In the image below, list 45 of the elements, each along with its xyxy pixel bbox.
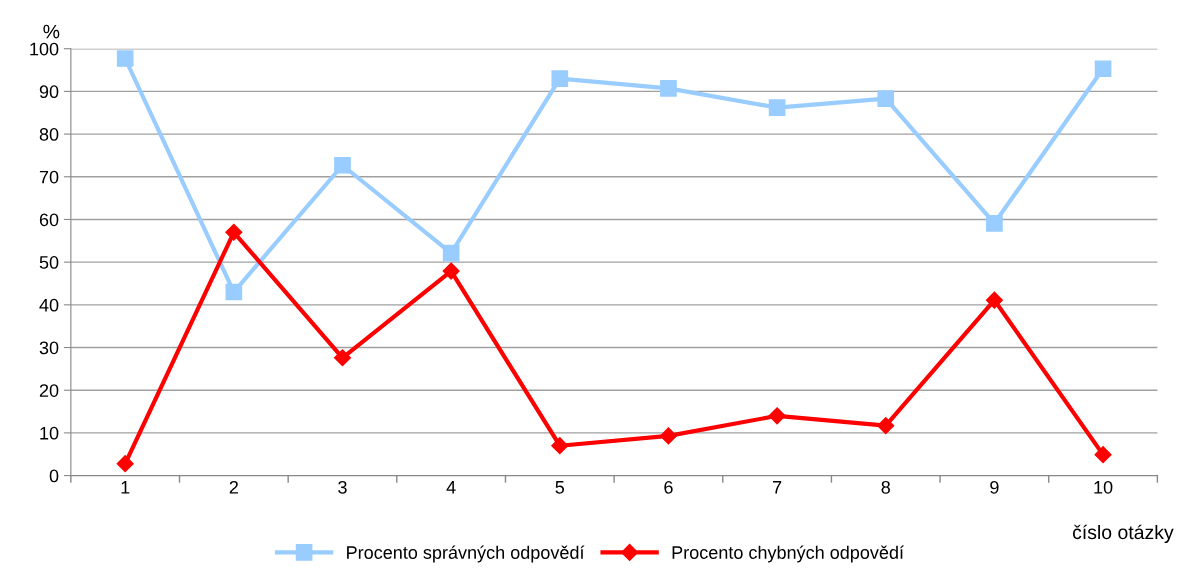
x-tick-label: 4: [446, 481, 456, 494]
y-tick-label: 0: [49, 469, 59, 483]
point: [660, 80, 677, 97]
point: [225, 223, 243, 241]
point: [877, 90, 895, 107]
point: [334, 156, 351, 174]
y-axis-title: %: [43, 24, 60, 39]
x-tick-label: 5: [555, 481, 565, 494]
y-tick-label: 50: [39, 256, 59, 269]
point: [551, 70, 569, 87]
y-tick-label: 100: [30, 42, 59, 56]
y-tick-label: 40: [39, 298, 59, 312]
point: [985, 291, 1003, 309]
point: [442, 244, 460, 262]
point: [116, 455, 134, 473]
x-tick-label: 2: [229, 480, 238, 494]
y-tick-label: 80: [39, 128, 59, 141]
y-tick-label: 30: [39, 341, 59, 355]
x-tick-label: 10: [1094, 480, 1113, 494]
y-tick-label: 90: [39, 85, 59, 99]
x-tick-label: 3: [338, 480, 347, 494]
point: [116, 50, 134, 67]
x-axis-title: číslo otázky: [1072, 524, 1174, 544]
point: [333, 349, 352, 367]
x-tick-label: 9: [990, 480, 999, 494]
x-tick-label: 7: [773, 481, 782, 494]
point: [768, 407, 786, 425]
y-tick-label: 70: [39, 170, 59, 184]
point: [659, 427, 677, 445]
point: [442, 262, 460, 280]
legend-label: Procento správných odpovědí: [347, 545, 585, 563]
x-tick-label: 1: [121, 481, 130, 494]
y-tick-label: 10: [40, 426, 59, 440]
legend-label: Procento chybných odpovědí: [672, 545, 904, 563]
y-tick-label: 60: [39, 213, 59, 227]
point: [768, 99, 786, 116]
x-tick-label: 6: [664, 480, 673, 494]
point: [1094, 446, 1112, 464]
point: [1094, 60, 1112, 78]
point: [986, 214, 1003, 232]
point: [225, 283, 243, 301]
x-tick-label: 8: [881, 480, 890, 494]
y-tick-label: 20: [39, 384, 59, 397]
point: [877, 417, 895, 435]
point: [551, 437, 569, 455]
